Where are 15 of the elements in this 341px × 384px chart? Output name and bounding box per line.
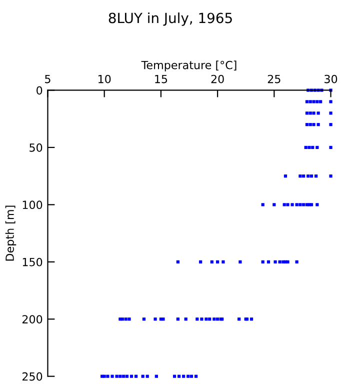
x-axis-title: Temperature [°C] [141, 60, 236, 72]
y-tick-label: 50 [30, 143, 42, 152]
y-tick-label: 150 [22, 258, 42, 266]
x-tick-label: 30 [324, 74, 338, 84]
x-tick-label: 10 [98, 74, 111, 84]
x-tick-label: 5 [45, 74, 50, 84]
x-tick-label: 25 [268, 74, 280, 84]
y-tick-label: 250 [22, 372, 42, 381]
y-tick-label: 100 [22, 200, 42, 210]
chart-title: 8LUY in July, 1965 [108, 12, 232, 26]
y-tick-label: 0 [36, 86, 42, 95]
y-axis-title: Depth [m] [5, 206, 16, 261]
y-tick-label: 200 [22, 315, 42, 324]
x-tick-label: 20 [211, 74, 224, 84]
x-tick-label: 15 [155, 74, 168, 84]
